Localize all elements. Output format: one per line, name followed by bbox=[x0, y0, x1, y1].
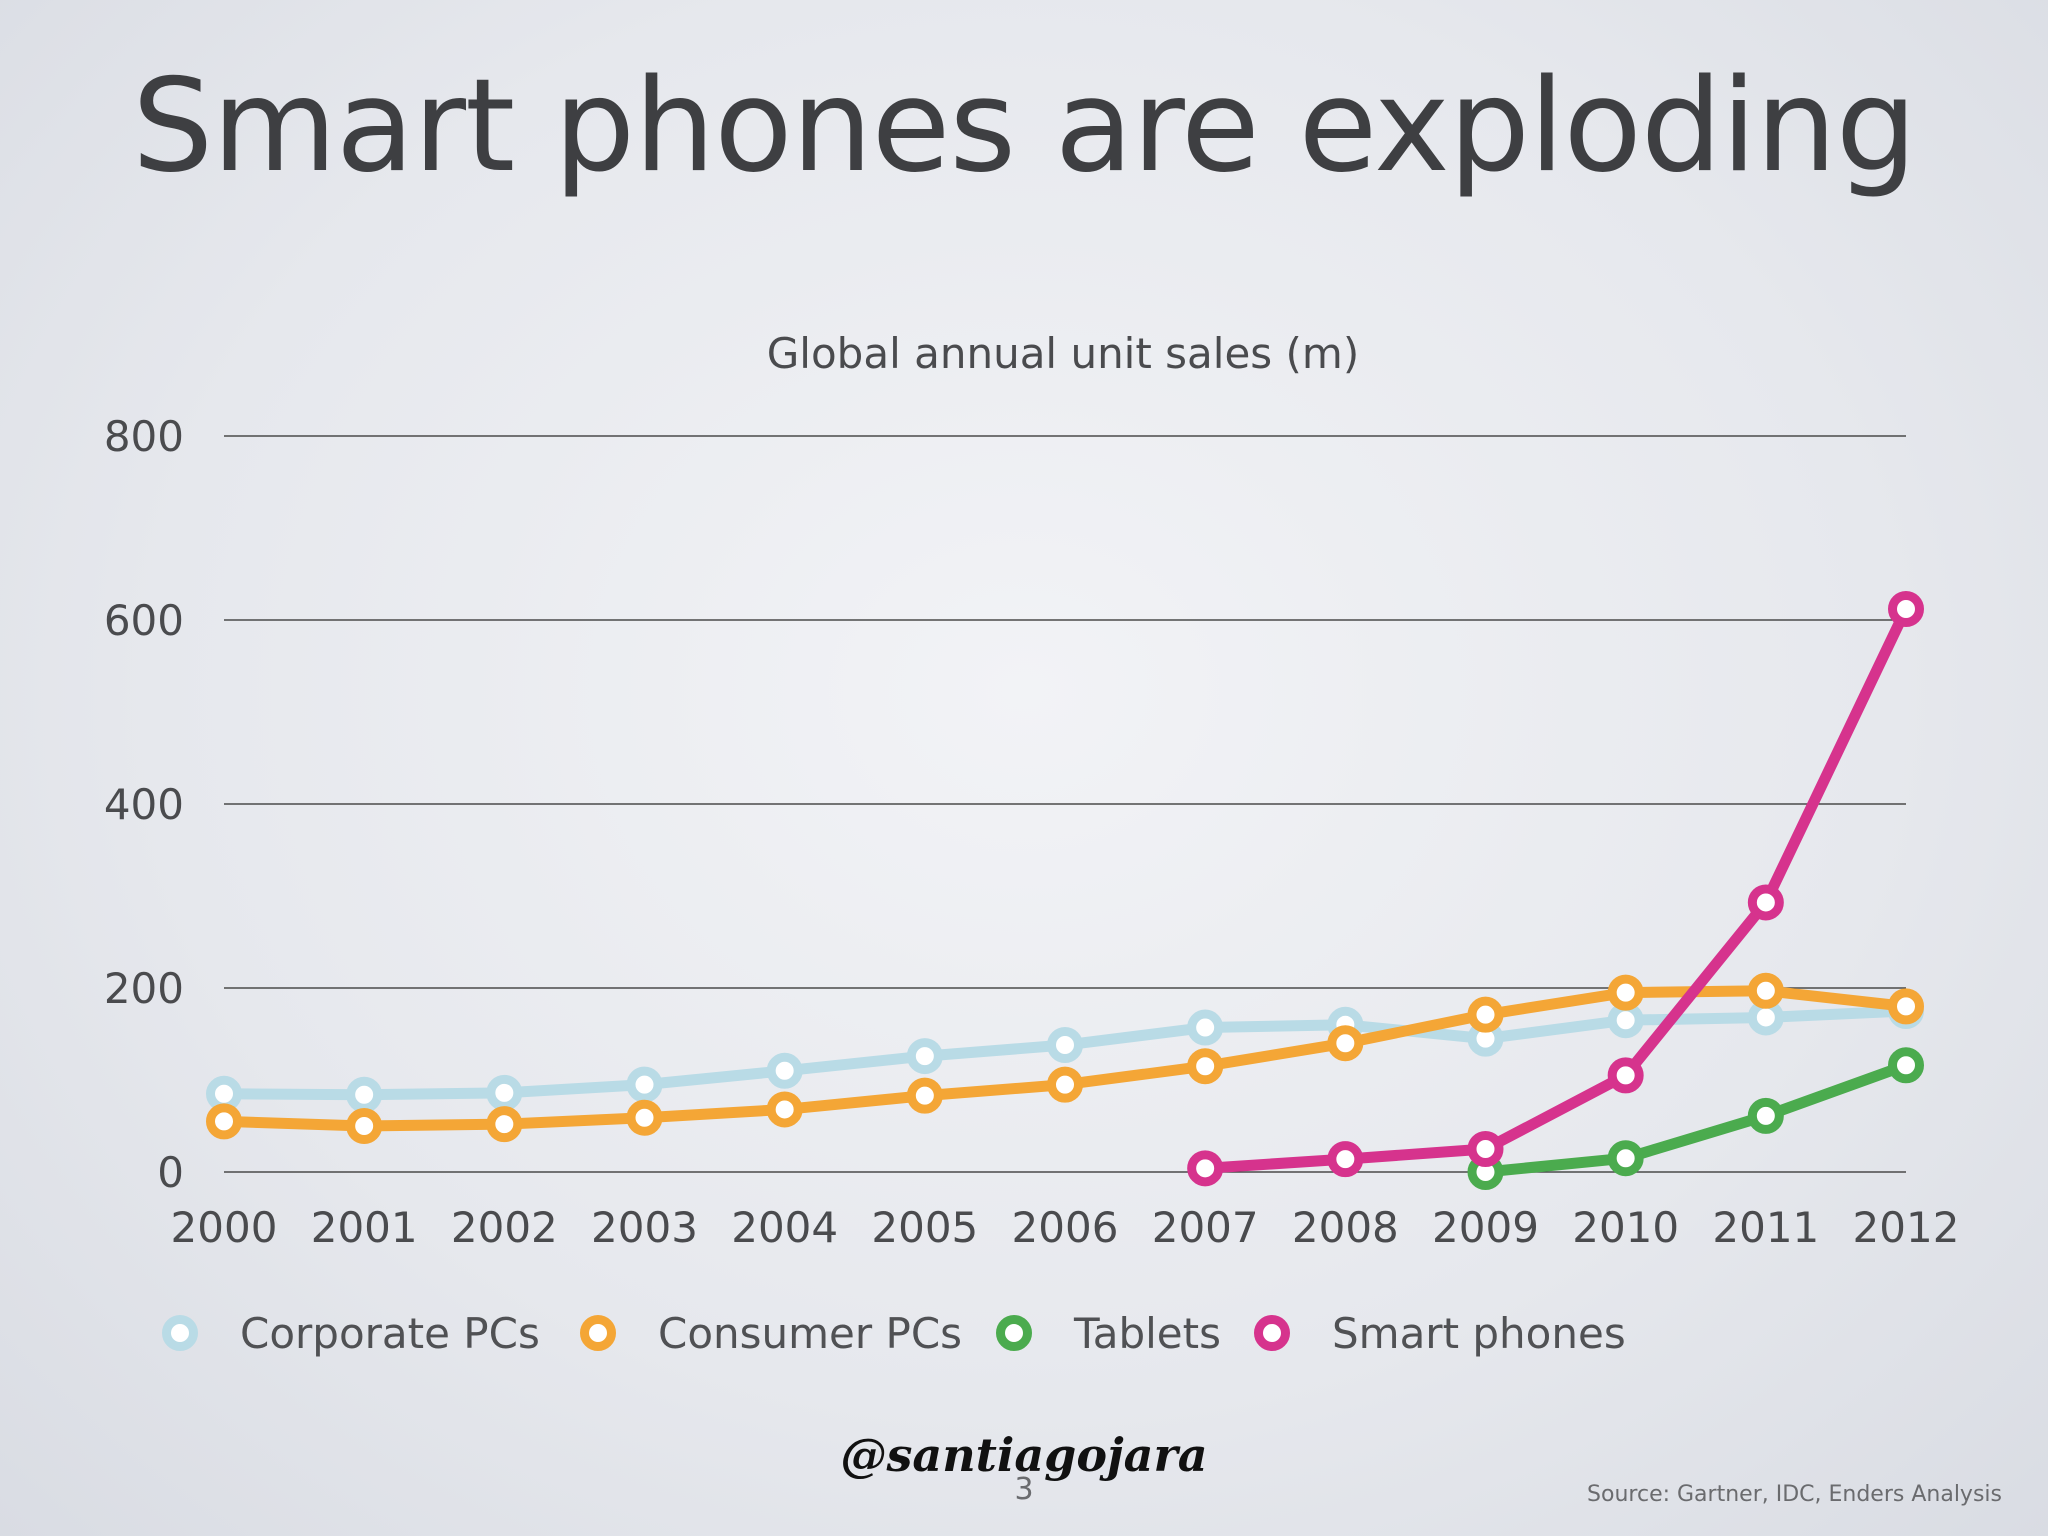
x-tick-label: 2007 bbox=[1152, 1203, 1259, 1252]
data-point-tablets bbox=[1747, 1097, 1784, 1134]
x-tick-label: 2008 bbox=[1292, 1203, 1399, 1252]
page-number: 3 bbox=[1014, 1472, 1034, 1507]
x-tick-label: 2009 bbox=[1432, 1203, 1539, 1252]
data-point-corporate_pcs bbox=[1607, 1002, 1644, 1039]
data-point-consumer_pcs bbox=[1327, 1025, 1364, 1062]
data-point-smart_phones bbox=[1747, 884, 1784, 921]
legend-label: Tablets bbox=[1073, 1309, 1221, 1358]
data-point-corporate_pcs bbox=[346, 1076, 383, 1113]
x-tick-label: 2002 bbox=[451, 1203, 558, 1252]
data-point-corporate_pcs bbox=[766, 1052, 803, 1089]
data-point-consumer_pcs bbox=[486, 1106, 523, 1143]
data-point-tablets bbox=[1607, 1140, 1644, 1177]
x-tick-label: 2000 bbox=[171, 1203, 278, 1252]
y-tick-label: 0 bbox=[157, 1148, 184, 1197]
y-tick-label: 800 bbox=[104, 412, 184, 461]
legend-label: Smart phones bbox=[1332, 1309, 1626, 1358]
data-point-consumer_pcs bbox=[1467, 996, 1504, 1033]
x-tick-label: 2006 bbox=[1012, 1203, 1119, 1252]
legend-marker bbox=[1254, 1315, 1290, 1351]
data-point-consumer_pcs bbox=[1747, 972, 1784, 1009]
series-consumer_pcs bbox=[206, 972, 1924, 1144]
source-note: Source: Gartner, IDC, Enders Analysis bbox=[1587, 1482, 2002, 1507]
x-tick-label: 2003 bbox=[591, 1203, 698, 1252]
x-tick-label: 2004 bbox=[731, 1203, 838, 1252]
legend-label: Consumer PCs bbox=[658, 1309, 962, 1358]
legend-item-tablets: Tablets bbox=[996, 1309, 1221, 1358]
legend-item-consumer_pcs: Consumer PCs bbox=[580, 1309, 962, 1358]
y-tick-label: 400 bbox=[104, 780, 184, 829]
data-point-consumer_pcs bbox=[1047, 1066, 1083, 1103]
legend: Corporate PCs Consumer PCs Tablets Smart ph… bbox=[162, 1309, 1626, 1358]
data-point-smart_phones bbox=[1327, 1141, 1364, 1178]
series-line-smart_phones bbox=[1199, 603, 1912, 1174]
data-point-corporate_pcs bbox=[1047, 1027, 1083, 1064]
x-tick-label: 2001 bbox=[311, 1203, 418, 1252]
y-axis-ticks: 0 200 400 600 800 bbox=[104, 412, 184, 1197]
x-tick-label: 2005 bbox=[871, 1203, 978, 1252]
legend-marker bbox=[162, 1315, 198, 1351]
x-axis-ticks: 2000 2001 2002 2003 2004 2005 2006 2007 2008 2009… bbox=[171, 1203, 1960, 1252]
series-line-tablets bbox=[1480, 1059, 1912, 1178]
chart-title: Global annual unit sales (m) bbox=[767, 329, 1359, 378]
series-tablets bbox=[1467, 1047, 1924, 1190]
data-point-consumer_pcs bbox=[1607, 974, 1644, 1011]
data-point-consumer_pcs bbox=[346, 1108, 383, 1144]
data-point-tablets bbox=[1888, 1047, 1924, 1084]
legend-marker bbox=[996, 1315, 1032, 1351]
legend-item-smart_phones: Smart phones bbox=[1254, 1309, 1626, 1358]
y-tick-label: 600 bbox=[104, 596, 184, 645]
data-point-smart_phones bbox=[1467, 1131, 1504, 1167]
data-point-consumer_pcs bbox=[626, 1099, 663, 1136]
data-point-corporate_pcs bbox=[906, 1038, 943, 1075]
data-point-consumer_pcs bbox=[206, 1103, 242, 1140]
data-point-corporate_pcs bbox=[626, 1066, 663, 1103]
data-point-consumer_pcs bbox=[766, 1091, 803, 1128]
data-point-consumer_pcs bbox=[906, 1077, 943, 1114]
x-tick-label: 2012 bbox=[1853, 1203, 1960, 1252]
data-point-corporate_pcs bbox=[486, 1074, 523, 1111]
slide-title: Smart phones are exploding bbox=[131, 52, 1917, 201]
x-tick-label: 2010 bbox=[1572, 1203, 1679, 1252]
data-point-consumer_pcs bbox=[1888, 988, 1924, 1025]
data-point-corporate_pcs bbox=[1187, 1009, 1224, 1046]
data-point-consumer_pcs bbox=[1187, 1048, 1224, 1085]
series-smart_phones bbox=[1187, 590, 1924, 1187]
legend-item-corporate_pcs: Corporate PCs bbox=[162, 1309, 540, 1358]
watermark: @santiagojara bbox=[840, 1428, 1208, 1482]
x-tick-label: 2011 bbox=[1712, 1203, 1819, 1252]
data-point-corporate_pcs bbox=[206, 1075, 242, 1112]
y-tick-label: 200 bbox=[104, 964, 184, 1013]
data-point-smart_phones bbox=[1187, 1150, 1224, 1187]
data-point-smart_phones bbox=[1888, 590, 1924, 627]
data-point-smart_phones bbox=[1607, 1057, 1644, 1094]
legend-label: Corporate PCs bbox=[240, 1309, 540, 1358]
legend-marker bbox=[580, 1315, 616, 1351]
series-lines bbox=[206, 590, 1924, 1190]
